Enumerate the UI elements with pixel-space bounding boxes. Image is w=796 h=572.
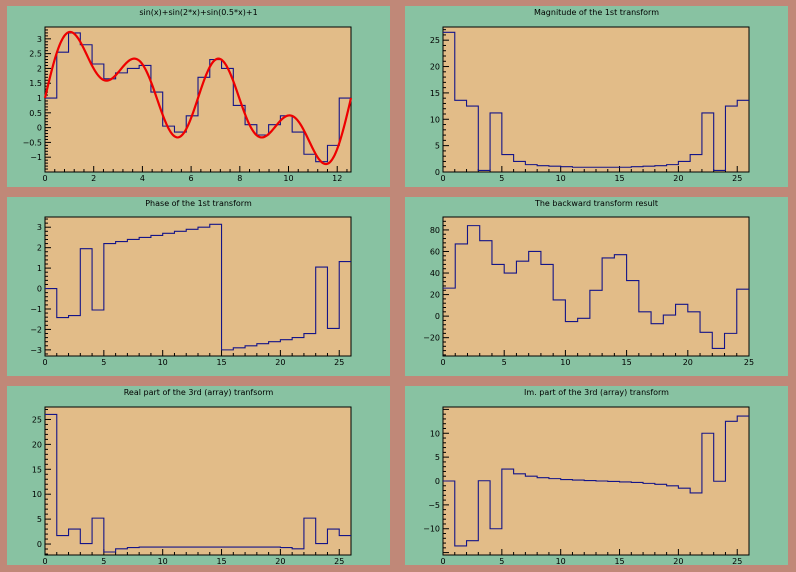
x-tick-label: 20 — [673, 557, 683, 566]
y-tick-label: 25 — [32, 415, 42, 424]
chart-panel-p2: Magnitude of the 1st transform 0 5 10 15 20 25… — [405, 6, 788, 187]
y-tick-label: 10 — [430, 429, 440, 438]
y-tick-label: 0.5 — [29, 109, 42, 118]
x-tick-label: 10 — [283, 174, 293, 183]
y-tick-label: 5 — [435, 453, 440, 462]
chart-title: Magnitude of the 1st transform — [534, 8, 659, 17]
x-tick-label: 5 — [101, 557, 106, 566]
y-tick-label: 0 — [37, 124, 42, 133]
y-tick-label: −2 — [30, 325, 42, 334]
chart-panel-p1: sin(x)+sin(2*x)+sin(0.5*x)+10 2 4 6 8 10 12−1−… — [7, 6, 390, 187]
y-tick-label: −10 — [423, 525, 440, 534]
x-tick-label: 6 — [189, 174, 194, 183]
histogram-series — [45, 413, 351, 553]
plot-frame — [44, 216, 352, 357]
x-tick-label: 8 — [237, 174, 242, 183]
plot-frame — [442, 216, 750, 357]
y-tick-label: 25 — [430, 36, 440, 45]
x-tick-label: 25 — [334, 358, 344, 367]
y-tick-label: 10 — [430, 115, 440, 124]
x-tick-label: 10 — [556, 174, 566, 183]
y-tick-label: 0 — [435, 312, 440, 321]
x-tick-label: 5 — [101, 358, 106, 367]
x-tick-label: 20 — [683, 358, 693, 367]
x-tick-label: 0 — [440, 557, 445, 566]
y-tick-label: 1.5 — [29, 79, 42, 88]
plot-frame — [442, 26, 750, 173]
x-tick-label: 0 — [42, 557, 47, 566]
x-tick-label: 5 — [499, 557, 504, 566]
x-tick-label: 25 — [732, 557, 742, 566]
x-tick-label: 10 — [556, 557, 566, 566]
y-tick-label: −1 — [30, 153, 42, 162]
y-tick-label: 2.5 — [29, 50, 42, 59]
chart-title: Im. part of the 3rd (array) transform — [524, 388, 669, 397]
chart-title: sin(x)+sin(2*x)+sin(0.5*x)+1 — [139, 8, 257, 17]
x-tick-label: 15 — [216, 557, 226, 566]
x-tick-label: 2 — [91, 174, 96, 183]
x-tick-label: 15 — [216, 358, 226, 367]
y-tick-label: 1 — [37, 264, 42, 273]
x-tick-label: 5 — [499, 174, 504, 183]
y-tick-label: −3 — [30, 346, 42, 355]
y-tick-label: 3 — [37, 35, 42, 44]
chart-title: Phase of the 1st transform — [145, 199, 252, 208]
histogram-series — [45, 223, 351, 351]
x-tick-label: 25 — [732, 174, 742, 183]
y-tick-label: 5 — [435, 142, 440, 151]
chart-panel-p4: The backward transform result 0 5 10 15 20 25 −… — [405, 197, 788, 376]
x-tick-label: 25 — [334, 557, 344, 566]
chart-title: The backward transform result — [534, 199, 658, 208]
x-tick-label: 15 — [614, 174, 624, 183]
y-tick-label: 0 — [37, 285, 42, 294]
plot-frame — [44, 406, 352, 556]
y-tick-label: 15 — [32, 465, 42, 474]
x-tick-label: 20 — [275, 557, 285, 566]
histogram-series — [443, 415, 749, 547]
y-tick-label: 5 — [37, 515, 42, 524]
x-tick-label: 25 — [744, 358, 754, 367]
y-tick-label: 20 — [32, 440, 42, 449]
histogram-series — [443, 225, 749, 350]
x-tick-label: 4 — [140, 174, 145, 183]
x-tick-label: 0 — [42, 358, 47, 367]
y-tick-label: 20 — [430, 63, 440, 72]
y-tick-label: 0 — [37, 540, 42, 549]
y-tick-label: 1 — [37, 94, 42, 103]
x-tick-label: 0 — [42, 174, 47, 183]
x-tick-label: 15 — [614, 557, 624, 566]
y-tick-label: −5 — [428, 501, 440, 510]
y-tick-label: 40 — [430, 269, 440, 278]
x-tick-label: 0 — [440, 174, 445, 183]
histogram-series — [443, 31, 749, 171]
x-tick-label: 10 — [560, 358, 570, 367]
chart-panel-p6: Im. part of the 3rd (array) transform 0 5 1… — [405, 386, 788, 566]
y-tick-label: 80 — [430, 226, 440, 235]
x-tick-label: 10 — [158, 557, 168, 566]
y-tick-label: 15 — [430, 89, 440, 98]
y-tick-label: 60 — [430, 247, 440, 256]
y-tick-label: 2 — [37, 64, 42, 73]
x-tick-label: 12 — [332, 174, 342, 183]
y-tick-label: −1 — [30, 305, 42, 314]
y-tick-label: −20 — [423, 334, 440, 343]
x-tick-label: 20 — [275, 358, 285, 367]
y-tick-label: 2 — [37, 244, 42, 253]
y-tick-label: 0 — [435, 477, 440, 486]
y-tick-label: 20 — [430, 291, 440, 300]
x-tick-label: 5 — [502, 358, 507, 367]
function-curve — [43, 30, 353, 166]
y-tick-label: −0.5 — [23, 138, 42, 147]
x-tick-label: 10 — [158, 358, 168, 367]
y-tick-label: 0 — [435, 168, 440, 177]
chart-title: Real part of the 3rd (array) tranfsorm — [124, 388, 274, 397]
x-tick-label: 0 — [440, 358, 445, 367]
y-tick-label: 10 — [32, 490, 42, 499]
x-tick-label: 20 — [673, 174, 683, 183]
x-tick-label: 15 — [622, 358, 632, 367]
chart-panel-p5: Real part of the 3rd (array) tranfsorm 0 5… — [7, 386, 390, 566]
y-tick-label: 3 — [37, 223, 42, 232]
